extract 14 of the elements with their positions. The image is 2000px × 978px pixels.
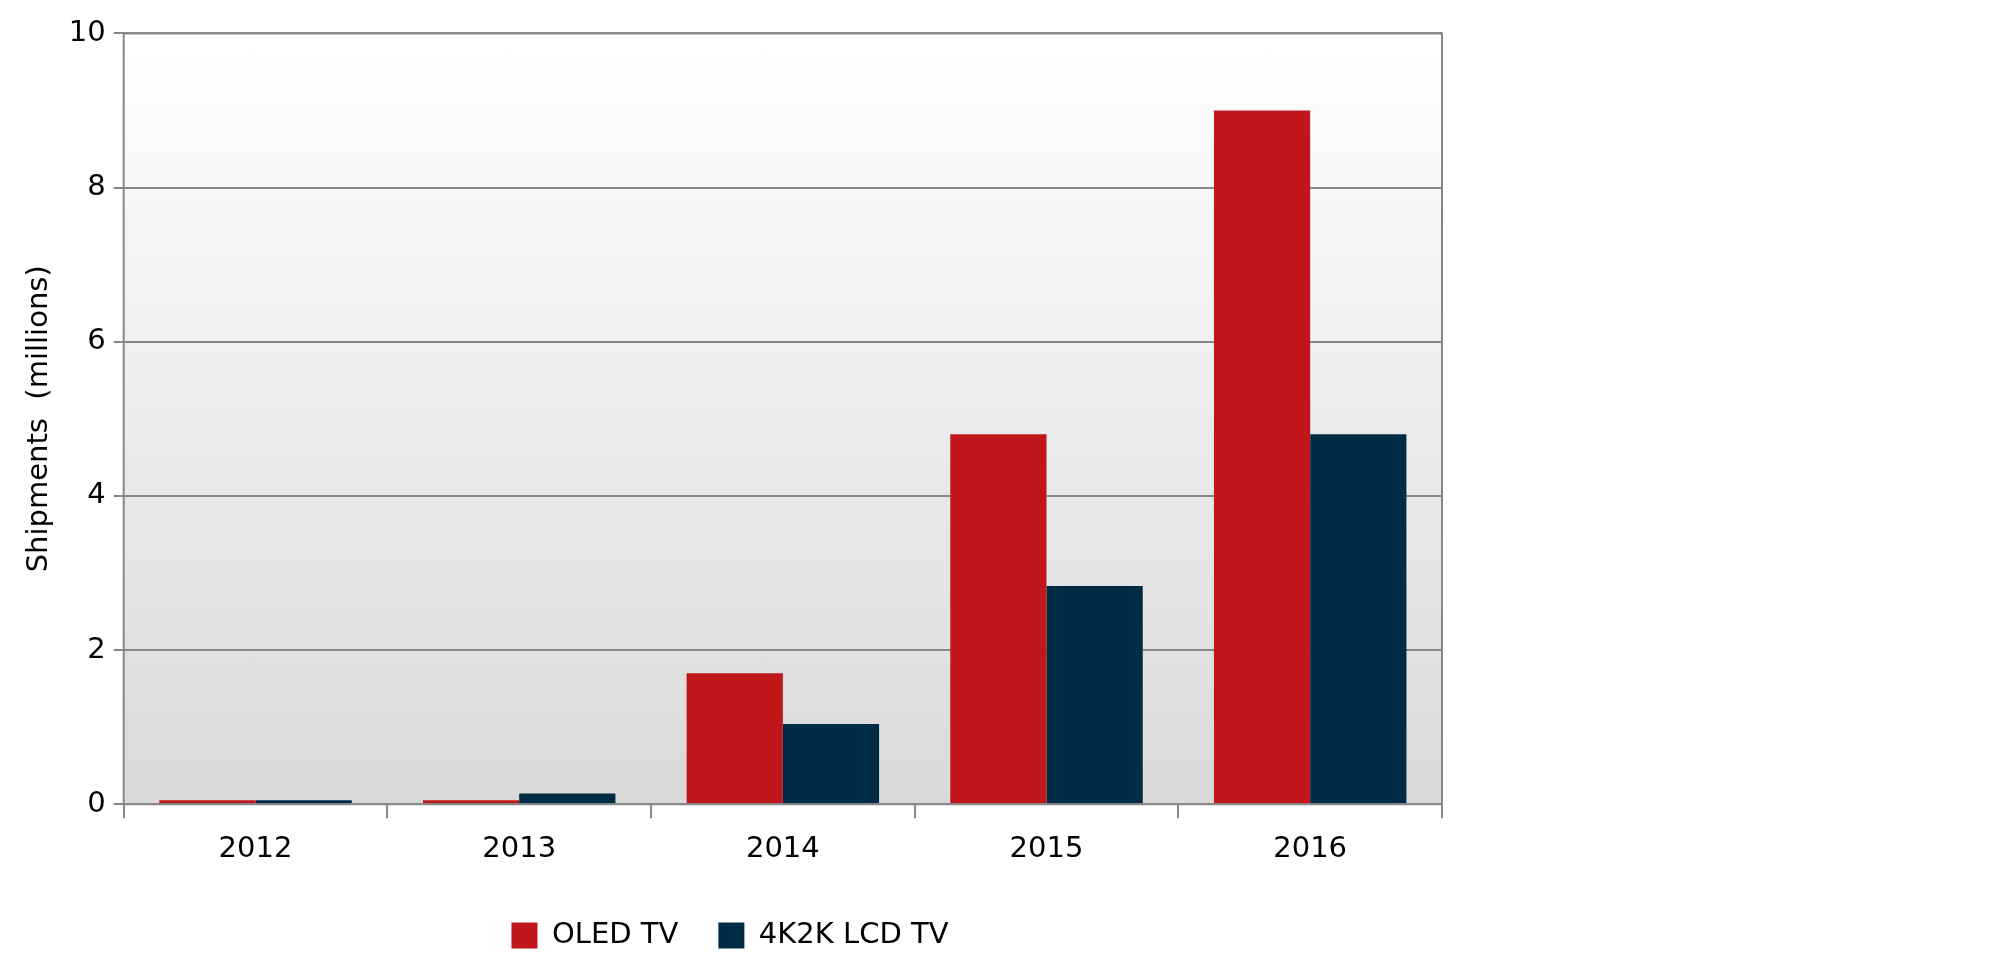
- y-tick-label: 10: [68, 13, 106, 48]
- legend-label: 4K2K LCD TV: [758, 916, 949, 951]
- y-tick-label: 8: [87, 168, 106, 203]
- y-axis-title: Shipments (millions): [19, 265, 54, 573]
- x-tick-label: 2015: [1009, 830, 1084, 865]
- y-tick-label: 6: [87, 322, 106, 357]
- x-tick-label: 2016: [1273, 830, 1348, 865]
- y-tick-label: 0: [87, 784, 106, 819]
- legend-label: OLED TV: [551, 916, 679, 951]
- x-tick-label: 2014: [745, 830, 820, 865]
- x-tick-label: 2013: [482, 830, 557, 865]
- x-tick-label: 2012: [218, 830, 293, 865]
- y-tick-label: 2: [87, 630, 106, 665]
- y-tick-label: 4: [87, 476, 106, 511]
